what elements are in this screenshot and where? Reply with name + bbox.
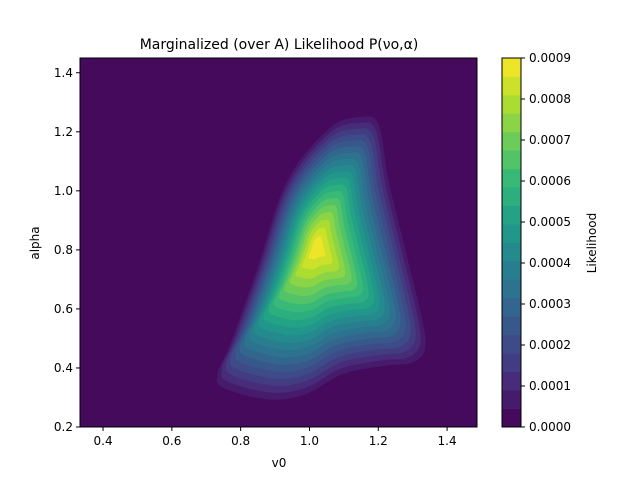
y-axis: 0.2 0.4 0.6 0.8 1.0 1.2 1.4 (54, 66, 80, 434)
x-tick-label: 1.4 (438, 434, 457, 448)
x-tick-label: 0.4 (94, 434, 113, 448)
colorbar-level (502, 408, 521, 428)
colorbar-level (502, 390, 521, 409)
colorbar-tick-label: 0.0000 (529, 420, 571, 434)
y-tick-label: 1.2 (54, 125, 73, 139)
colorbar-tick-label: 0.0008 (529, 92, 571, 106)
colorbar-level (502, 242, 521, 262)
colorbar-tick-label: 0.0009 (529, 51, 571, 65)
x-tick-label: 1.0 (300, 434, 319, 448)
x-tick-label: 1.2 (369, 434, 388, 448)
colorbar-tick-label: 0.0003 (529, 297, 571, 311)
colorbar-level (502, 224, 521, 243)
colorbar-tick-label: 0.0001 (529, 379, 571, 393)
colorbar-tick-label: 0.0002 (529, 338, 571, 352)
y-tick-label: 1.4 (54, 66, 73, 80)
colorbar-level (502, 58, 521, 77)
y-tick-label: 0.4 (54, 361, 73, 375)
chart-title: Marginalized (over A) Likelihood P(νo,α) (140, 37, 419, 53)
colorbar-level (502, 353, 521, 373)
y-tick-label: 1.0 (54, 184, 73, 198)
colorbar-level (502, 187, 521, 206)
colorbar-level (502, 297, 521, 317)
y-axis-label: alpha (28, 226, 42, 259)
colorbar-tick-label: 0.0007 (529, 133, 571, 147)
x-tick-label: 0.8 (231, 434, 250, 448)
colorbar-level (502, 334, 521, 354)
x-tick-label: 0.6 (162, 434, 181, 448)
colorbar-tick-label: 0.0004 (529, 256, 571, 270)
y-tick-label: 0.8 (54, 243, 73, 257)
y-tick-label: 0.2 (54, 420, 73, 434)
colorbar-tick-label: 0.0005 (529, 215, 571, 229)
colorbar-level (502, 371, 521, 391)
plot-frame (79, 57, 478, 428)
x-axis: 0.4 0.6 0.8 1.0 1.2 1.4 (94, 427, 457, 448)
colorbar: 0.0000 0.0001 0.0002 0.0003 0.0004 0.0005 0.00… (501, 51, 571, 434)
colorbar-level (502, 168, 521, 188)
colorbar-level (502, 150, 521, 170)
colorbar-level (502, 76, 521, 96)
x-axis-label: v0 (272, 456, 287, 470)
colorbar-level (502, 205, 521, 225)
colorbar-level (502, 260, 521, 280)
plot-area (79, 57, 478, 428)
colorbar-level (502, 316, 521, 336)
contour-band (308, 236, 326, 260)
colorbar-level (502, 94, 521, 114)
colorbar-label: Likelihood (585, 213, 599, 274)
colorbar-level (502, 113, 521, 133)
y-tick-label: 0.6 (54, 302, 73, 316)
colorbar-frame (501, 57, 522, 428)
colorbar-level (502, 131, 521, 151)
colorbar-level (502, 279, 521, 299)
colorbar-tick-label: 0.0006 (529, 174, 571, 188)
